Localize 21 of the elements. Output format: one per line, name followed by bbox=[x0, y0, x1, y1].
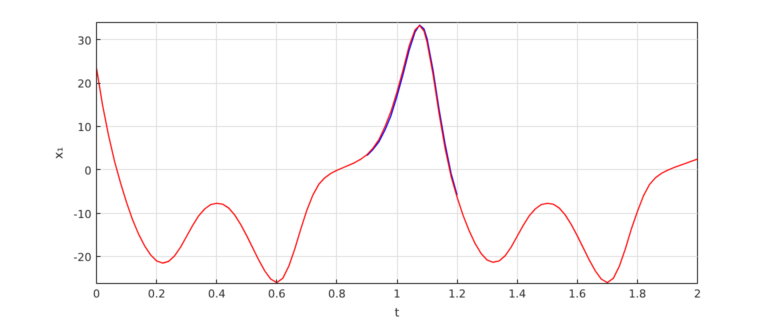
line-series bbox=[366, 24, 458, 196]
x-tick-label: 1.4 bbox=[508, 288, 526, 300]
x-tick-label: 0.6 bbox=[268, 288, 286, 300]
y-tick-label: 10 bbox=[78, 121, 92, 134]
x-tick-label: 1.8 bbox=[628, 288, 646, 300]
x-tick-label: 1.2 bbox=[448, 288, 466, 300]
y-tick-label: 0 bbox=[84, 164, 92, 178]
y-axis-title: x₁ bbox=[52, 146, 66, 159]
x-tick-label: 1.6 bbox=[568, 288, 586, 300]
y-tick-label: -20 bbox=[74, 251, 92, 264]
y-tick-label: -10 bbox=[74, 208, 92, 221]
x-tick-label: 0.4 bbox=[208, 288, 226, 300]
y-tick-label: 30 bbox=[78, 34, 92, 48]
x-tick-label: 1 bbox=[394, 288, 400, 300]
x-tick-label: 2 bbox=[694, 288, 701, 300]
x-axis-title: t bbox=[394, 306, 400, 320]
x-tick-label: 0.2 bbox=[148, 288, 166, 300]
x-tick-label: 0 bbox=[93, 288, 100, 300]
x-tick-label: 0.8 bbox=[328, 288, 346, 300]
y-tick-label: 20 bbox=[78, 78, 92, 91]
line-series bbox=[96, 24, 698, 284]
